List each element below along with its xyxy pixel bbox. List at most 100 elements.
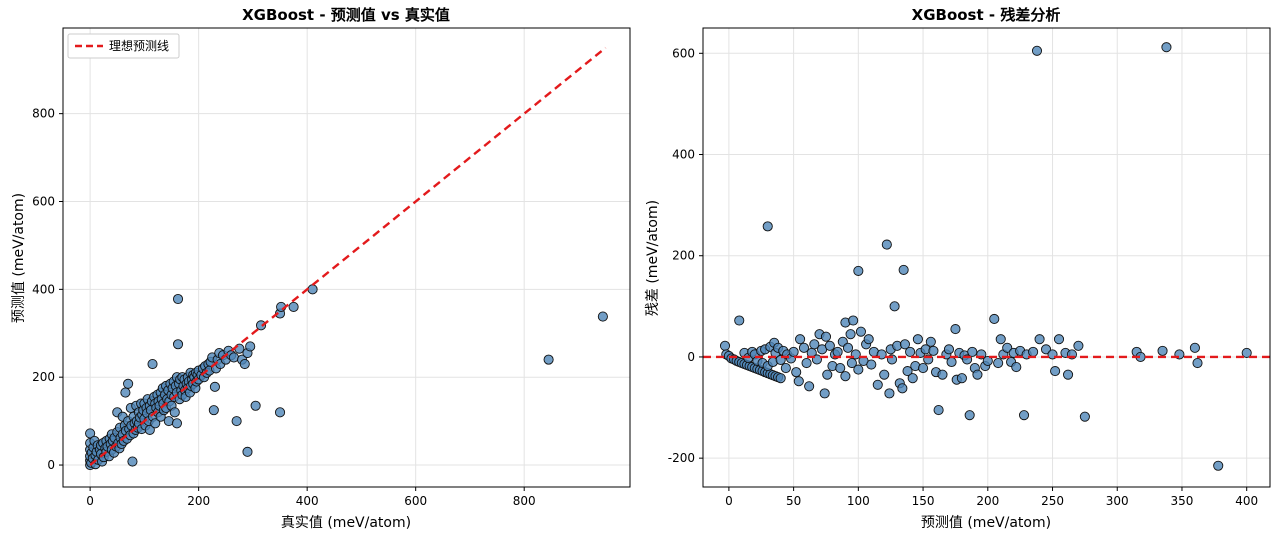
data-point <box>791 367 802 378</box>
data-point <box>897 383 908 394</box>
data-point <box>972 369 983 380</box>
data-point <box>918 363 929 374</box>
data-point <box>950 324 961 335</box>
data-point <box>793 376 804 387</box>
grid <box>703 28 1270 487</box>
data-point <box>1213 460 1224 471</box>
y-tick-label: 0 <box>47 458 55 472</box>
data-point <box>943 344 955 355</box>
plot-frame <box>702 27 1271 488</box>
y-tick-label: 600 <box>672 46 695 60</box>
x-axis-label: 真实值 (meV/atom) <box>281 515 411 531</box>
y-tick-label: 800 <box>32 107 55 121</box>
data-point <box>208 405 219 416</box>
x-tick-label: 0 <box>725 494 733 508</box>
data-point <box>147 358 158 370</box>
data-point <box>172 339 184 350</box>
data-point <box>872 379 883 390</box>
y-tick-label: -200 <box>668 451 695 465</box>
data-point <box>798 342 810 353</box>
data-point <box>795 334 806 345</box>
residual-chart: 0 50 100 150 200 250 300 350 400 -200 0 200 400 600 X… <box>645 6 1271 531</box>
data-point <box>1018 410 1030 421</box>
data-point <box>845 329 856 340</box>
x-tick-label: 350 <box>1171 494 1194 508</box>
data-point <box>925 336 936 347</box>
y-axis-label: 预测值 (meV/atom) <box>11 193 27 323</box>
x-tick-label: 100 <box>847 494 870 508</box>
data-point <box>1161 42 1172 53</box>
legend-label: 理想预测线 <box>109 38 169 53</box>
x-tick-label: 400 <box>296 494 319 508</box>
data-point <box>884 388 895 399</box>
data-point <box>902 366 913 377</box>
data-point <box>288 301 299 312</box>
data-point <box>1050 366 1061 377</box>
data-point <box>822 369 833 380</box>
data-point <box>946 356 957 368</box>
data-point <box>719 340 731 351</box>
data-point <box>848 315 859 326</box>
data-point <box>775 373 786 384</box>
data-point <box>819 388 830 399</box>
data-point <box>1028 346 1039 357</box>
data-point <box>853 364 864 375</box>
x-tick-label: 150 <box>912 494 935 508</box>
data-point <box>846 357 857 369</box>
plot-frame <box>62 27 631 488</box>
data-point <box>809 339 820 350</box>
data-point <box>245 341 256 352</box>
data-point <box>209 381 220 392</box>
data-point <box>307 284 318 295</box>
data-point <box>937 369 948 380</box>
data-point <box>866 359 877 370</box>
y-axis-label: 残差 (meV/atom) <box>645 200 661 316</box>
data-point <box>933 405 944 416</box>
data-point <box>804 381 815 392</box>
data-point <box>1034 334 1045 345</box>
data-point <box>169 407 180 418</box>
ideal-prediction-line <box>89 46 607 466</box>
pred-vs-true-chart: 0 200 400 600 800 0 200 400 600 800 XGBoost - 预测值… <box>11 6 631 531</box>
data-point <box>231 416 242 427</box>
data-point <box>255 320 267 331</box>
data-point <box>1241 347 1252 358</box>
data-point <box>1031 45 1043 56</box>
legend-box <box>67 33 180 59</box>
data-point <box>889 301 900 312</box>
data-point <box>734 315 745 326</box>
data-point <box>274 407 286 418</box>
data-point <box>120 387 131 398</box>
data-point <box>879 369 890 380</box>
y-tick-label: 0 <box>687 350 695 364</box>
data-point <box>239 358 250 370</box>
x-tick-label: 200 <box>187 494 210 508</box>
data-point <box>1063 369 1074 380</box>
y-tick-label: 600 <box>32 194 55 208</box>
axis-ticks: 0 200 400 600 800 0 200 400 600 800 <box>32 107 536 508</box>
x-tick-label: 400 <box>1235 494 1258 508</box>
x-tick-label: 0 <box>86 494 94 508</box>
data-point <box>85 428 96 439</box>
data-point <box>912 334 923 345</box>
data-point <box>250 400 261 411</box>
data-point <box>543 354 554 365</box>
data-point <box>840 371 851 382</box>
data-point <box>832 346 843 357</box>
data-point <box>150 418 161 429</box>
chart-title: XGBoost - 预测值 vs 真实值 <box>242 6 450 24</box>
x-axis-label: 预测值 (meV/atom) <box>921 515 1051 531</box>
x-tick-label: 50 <box>786 494 801 508</box>
y-tick-label: 200 <box>32 370 55 384</box>
axis-ticks: 0 50 100 150 200 250 300 350 400 -200 0 200 400 600 <box>668 46 1258 508</box>
data-point <box>835 363 846 374</box>
data-point <box>853 265 864 276</box>
data-point <box>171 418 182 429</box>
chart-title: XGBoost - 残差分析 <box>912 6 1061 24</box>
data-point <box>144 424 155 435</box>
data-point <box>898 264 909 275</box>
data-point <box>597 311 608 322</box>
grid <box>63 28 630 487</box>
data-point <box>905 346 916 357</box>
